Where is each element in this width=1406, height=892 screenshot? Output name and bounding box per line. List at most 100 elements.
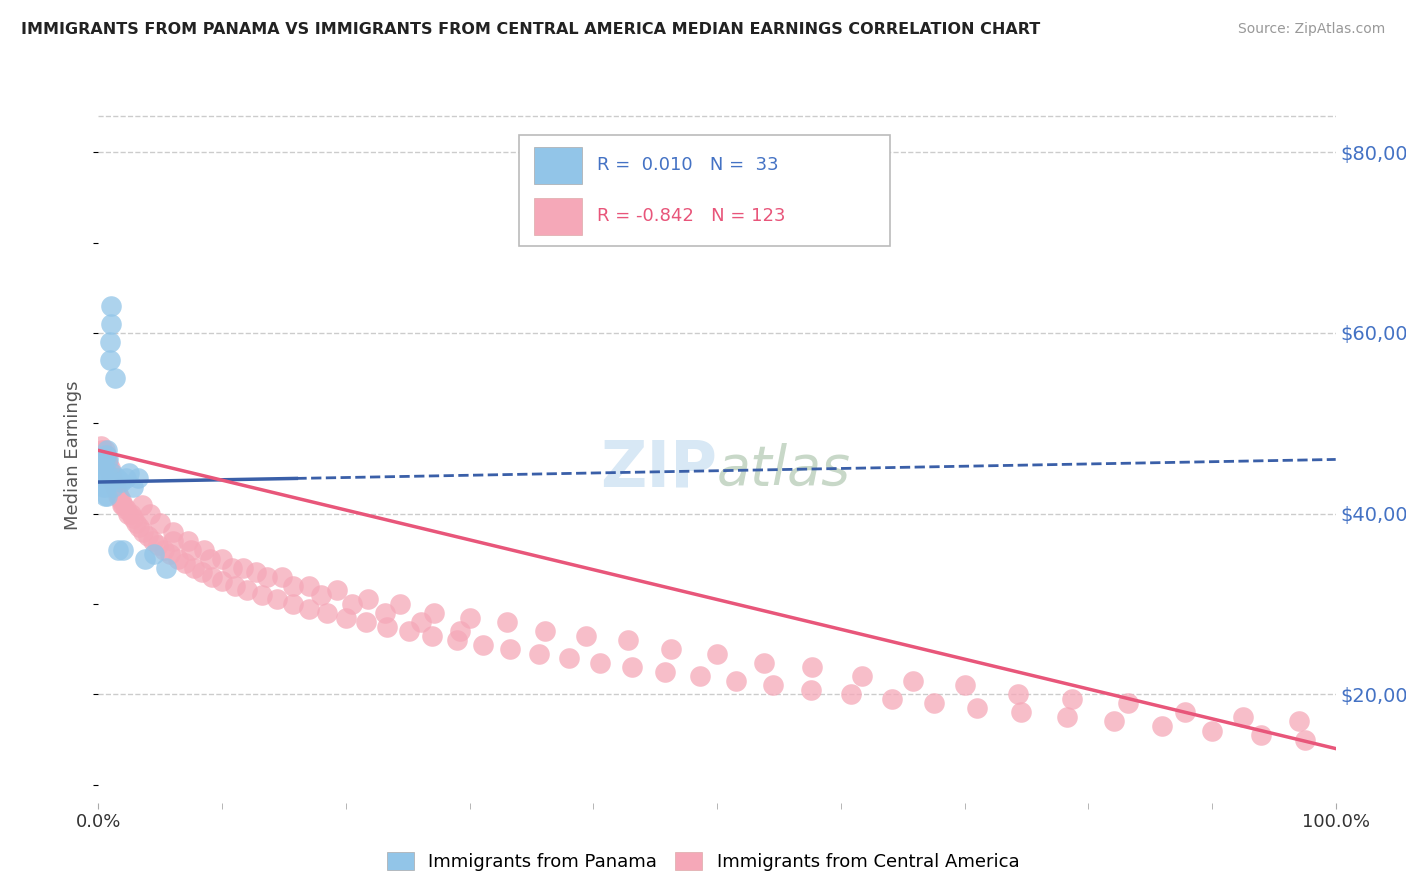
Point <box>127 470 149 484</box>
Point <box>93 452 115 467</box>
Point <box>472 638 495 652</box>
Point <box>309 588 332 602</box>
Point <box>93 452 115 467</box>
Text: atlas: atlas <box>717 442 851 495</box>
Point <box>155 561 177 575</box>
Point <box>162 524 184 539</box>
Point <box>96 443 118 458</box>
Point <box>654 665 676 679</box>
Point <box>316 606 339 620</box>
Point <box>108 489 131 503</box>
Point <box>97 457 120 471</box>
Point <box>557 651 579 665</box>
Point <box>101 466 124 480</box>
Point <box>266 592 288 607</box>
Point <box>96 452 118 467</box>
Point <box>162 533 184 548</box>
Point <box>801 660 824 674</box>
Point <box>398 624 420 639</box>
Point <box>588 656 610 670</box>
Point <box>110 493 132 508</box>
Point <box>374 606 396 620</box>
Point <box>96 466 118 480</box>
Point <box>176 533 198 548</box>
Point <box>100 470 122 484</box>
Point <box>93 461 115 475</box>
Point <box>112 498 135 512</box>
Point <box>193 542 215 557</box>
Point <box>880 692 903 706</box>
Point <box>335 610 357 624</box>
Point <box>93 443 115 458</box>
Point <box>357 592 380 607</box>
Point <box>97 461 120 475</box>
Point <box>132 524 155 539</box>
Point <box>245 566 267 580</box>
Point <box>120 507 142 521</box>
Point <box>94 479 117 493</box>
Point <box>122 479 145 493</box>
Point <box>800 682 823 697</box>
FancyBboxPatch shape <box>534 147 582 184</box>
Point <box>153 542 176 557</box>
Point <box>256 570 278 584</box>
Point <box>458 610 481 624</box>
Point <box>1288 714 1310 729</box>
Point <box>1102 714 1125 729</box>
Point <box>183 561 205 575</box>
Point <box>100 466 122 480</box>
Point <box>93 489 115 503</box>
Point <box>139 507 162 521</box>
Point <box>340 597 363 611</box>
Point <box>98 466 121 480</box>
Point <box>112 542 135 557</box>
Point <box>575 629 598 643</box>
Point <box>104 479 127 493</box>
Point <box>839 687 862 701</box>
Point <box>752 656 775 670</box>
Point <box>495 615 517 629</box>
Point <box>1056 710 1078 724</box>
Point <box>966 701 988 715</box>
Point <box>232 561 254 575</box>
Point <box>354 615 377 629</box>
Point <box>94 452 117 467</box>
Point <box>146 538 169 552</box>
Point <box>281 597 304 611</box>
FancyBboxPatch shape <box>534 198 582 235</box>
Point <box>122 511 145 525</box>
Point <box>90 439 112 453</box>
Point <box>103 479 125 493</box>
Point <box>98 461 121 475</box>
Point <box>107 542 129 557</box>
Point <box>174 557 197 571</box>
Point <box>211 574 233 589</box>
Point <box>110 475 132 489</box>
Text: IMMIGRANTS FROM PANAMA VS IMMIGRANTS FROM CENTRAL AMERICA MEDIAN EARNINGS CORREL: IMMIGRANTS FROM PANAMA VS IMMIGRANTS FRO… <box>21 22 1040 37</box>
Point <box>91 466 114 480</box>
Point <box>94 448 117 462</box>
Point <box>96 457 118 471</box>
Point <box>1116 697 1139 711</box>
Point <box>166 551 188 566</box>
Point <box>103 479 125 493</box>
Point <box>191 566 214 580</box>
Point <box>91 443 114 458</box>
Point <box>100 299 122 313</box>
Point <box>117 507 139 521</box>
Point <box>1201 723 1223 738</box>
Text: R = -0.842   N = 123: R = -0.842 N = 123 <box>598 207 786 225</box>
Point <box>1250 728 1272 742</box>
Point <box>143 547 166 561</box>
Point <box>201 570 224 584</box>
Point <box>953 678 976 692</box>
Point <box>118 466 141 480</box>
Point <box>96 489 118 503</box>
Point <box>446 633 468 648</box>
Point <box>620 660 643 674</box>
Point <box>180 542 202 557</box>
Point <box>149 516 172 530</box>
Point <box>706 647 728 661</box>
Point <box>499 642 522 657</box>
Point <box>111 498 134 512</box>
